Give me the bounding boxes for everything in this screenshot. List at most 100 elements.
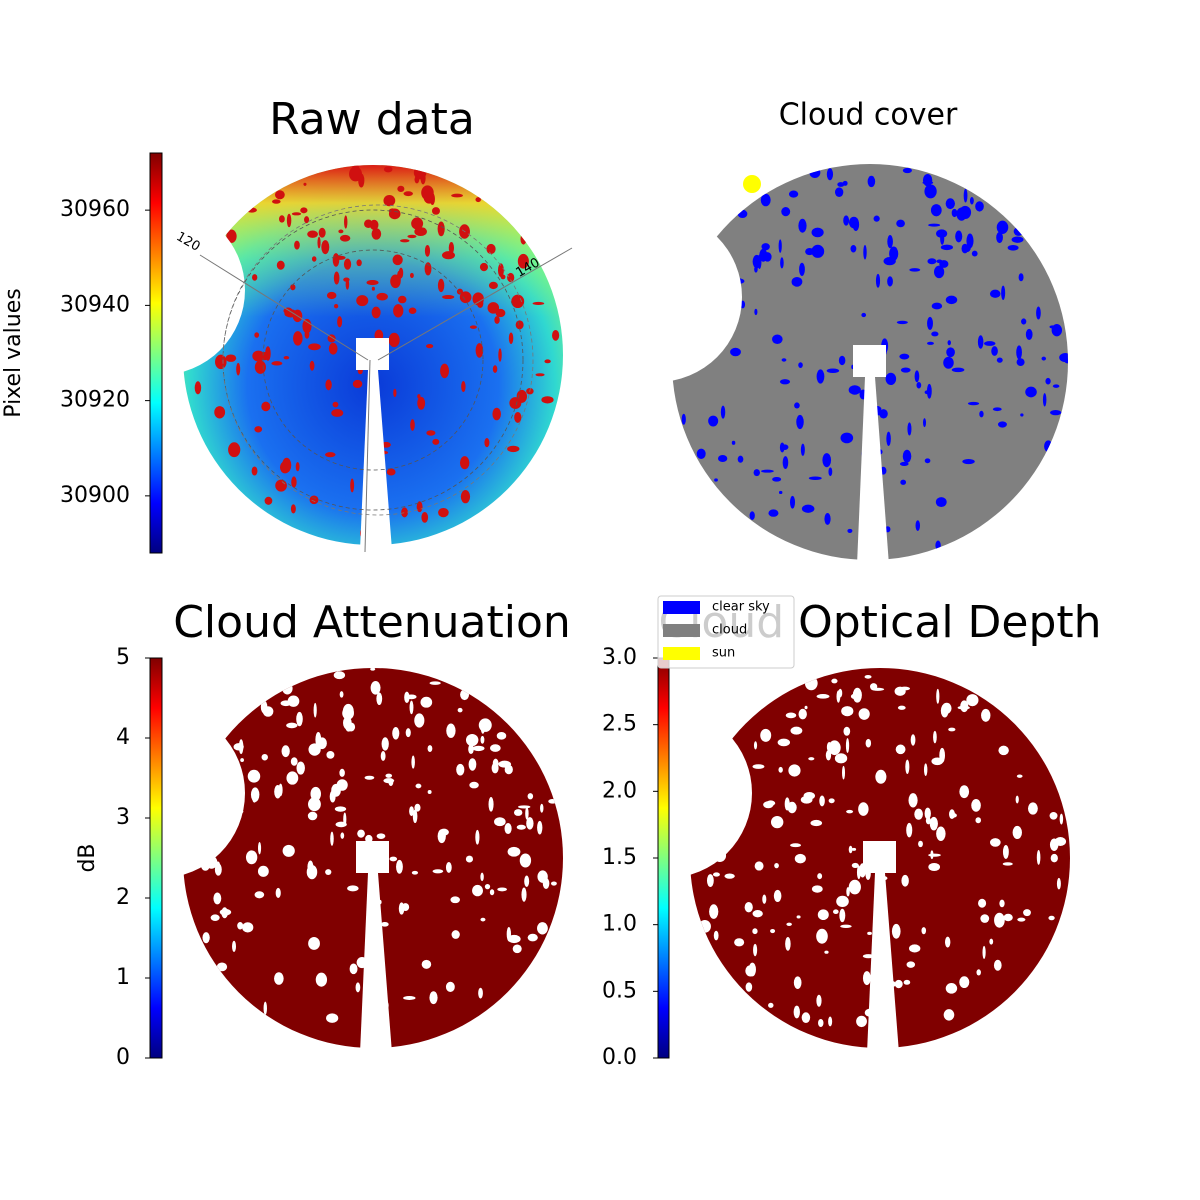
blob bbox=[794, 402, 800, 409]
blob bbox=[296, 711, 303, 727]
blob bbox=[302, 318, 312, 334]
blob bbox=[850, 244, 857, 253]
blob bbox=[279, 461, 291, 474]
blob bbox=[392, 254, 403, 266]
blob bbox=[516, 824, 526, 830]
blob bbox=[311, 256, 317, 262]
blob bbox=[343, 258, 352, 270]
blob bbox=[526, 817, 534, 830]
blob bbox=[552, 329, 560, 341]
blob bbox=[326, 291, 337, 300]
blob bbox=[383, 194, 396, 207]
blob bbox=[421, 959, 432, 969]
mask-wedge bbox=[867, 873, 899, 1053]
blob bbox=[1018, 273, 1024, 282]
blob bbox=[712, 872, 720, 877]
blob bbox=[789, 495, 796, 509]
blob bbox=[839, 908, 846, 923]
blob bbox=[334, 806, 347, 812]
blob bbox=[914, 370, 920, 383]
blob bbox=[291, 212, 302, 216]
blob bbox=[236, 362, 241, 376]
blob bbox=[408, 307, 417, 314]
blob bbox=[1016, 345, 1022, 360]
blob bbox=[370, 680, 381, 695]
blob bbox=[966, 694, 979, 707]
blob bbox=[325, 379, 332, 391]
blob bbox=[535, 373, 545, 377]
blob bbox=[260, 352, 269, 361]
blob bbox=[737, 455, 744, 463]
blob bbox=[513, 809, 523, 816]
blob bbox=[879, 409, 888, 419]
blob bbox=[851, 847, 857, 851]
tick-label: 2.0 bbox=[602, 778, 637, 803]
blob bbox=[787, 801, 797, 814]
blob bbox=[910, 734, 916, 746]
blob bbox=[817, 873, 823, 880]
blob bbox=[793, 1005, 800, 1019]
blob bbox=[469, 781, 479, 789]
blob bbox=[275, 887, 281, 898]
colorbar-label: Pixel values bbox=[1, 288, 26, 417]
blob bbox=[788, 764, 801, 777]
blob bbox=[495, 308, 506, 318]
blob bbox=[347, 722, 356, 732]
blob bbox=[476, 298, 484, 309]
blob bbox=[507, 846, 521, 857]
blob bbox=[927, 316, 933, 330]
blob bbox=[278, 215, 285, 223]
blob bbox=[333, 671, 346, 680]
blob bbox=[924, 390, 930, 395]
blob bbox=[886, 431, 891, 446]
blob bbox=[840, 924, 852, 929]
blob bbox=[494, 817, 506, 827]
blob bbox=[349, 166, 363, 182]
blob bbox=[870, 683, 878, 691]
blob bbox=[861, 312, 867, 318]
blob bbox=[779, 379, 791, 385]
blob bbox=[961, 243, 969, 254]
blob bbox=[440, 363, 450, 379]
blob bbox=[483, 718, 490, 731]
blob bbox=[772, 334, 783, 344]
blob bbox=[414, 803, 421, 812]
blob bbox=[514, 411, 522, 423]
mask-bite bbox=[572, 212, 742, 382]
blob bbox=[469, 325, 477, 329]
blob bbox=[321, 240, 330, 255]
blob bbox=[994, 912, 1005, 928]
blob bbox=[989, 838, 1001, 847]
blob bbox=[403, 191, 413, 197]
blob bbox=[309, 495, 319, 505]
blob bbox=[816, 369, 825, 384]
blob bbox=[386, 468, 396, 476]
blob bbox=[955, 230, 963, 243]
blob bbox=[945, 198, 955, 210]
blob bbox=[906, 822, 913, 838]
legend-label: clear sky bbox=[712, 600, 770, 615]
blob bbox=[761, 243, 770, 251]
blob bbox=[417, 394, 421, 399]
blob bbox=[216, 962, 228, 972]
blob bbox=[500, 274, 506, 280]
blob bbox=[856, 1015, 867, 1028]
blob bbox=[824, 950, 829, 954]
blob bbox=[983, 341, 996, 346]
blob bbox=[426, 430, 436, 436]
blob bbox=[933, 265, 945, 279]
blob bbox=[254, 426, 263, 433]
tick-label: 30900 bbox=[60, 483, 130, 508]
blob bbox=[376, 692, 383, 706]
blob bbox=[826, 168, 834, 181]
blob bbox=[1007, 244, 1019, 251]
blob bbox=[822, 453, 832, 468]
blob bbox=[424, 262, 432, 276]
blob bbox=[905, 759, 910, 774]
blob bbox=[385, 773, 393, 778]
blob bbox=[933, 730, 937, 744]
blob bbox=[867, 175, 876, 188]
blob bbox=[777, 738, 791, 747]
blob bbox=[451, 930, 460, 939]
blob bbox=[340, 832, 345, 839]
